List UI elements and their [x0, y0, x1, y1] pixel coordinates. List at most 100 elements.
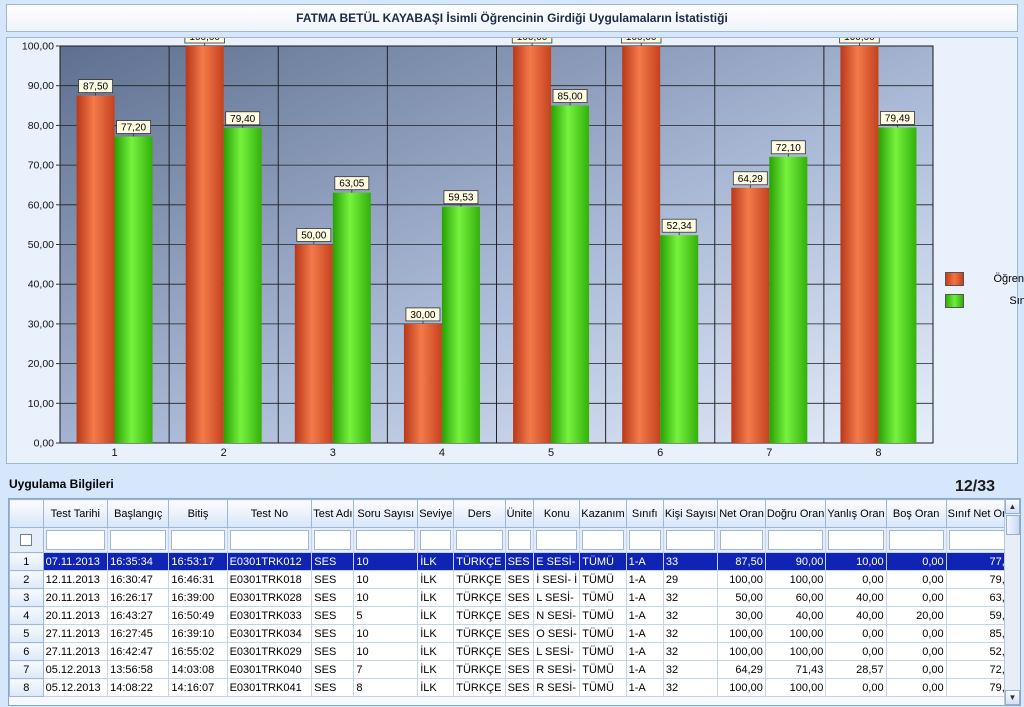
filter-cell[interactable]: [311, 527, 355, 553]
filter-cell[interactable]: [885, 527, 947, 553]
y-tick-label: 80,00: [28, 120, 54, 132]
column-header[interactable]: Bitiş: [168, 499, 228, 528]
filter-input[interactable]: [767, 530, 824, 550]
table-cell: İLK: [417, 678, 455, 697]
data-label: 85,00: [558, 92, 583, 103]
column-header[interactable]: Seviye: [417, 499, 455, 528]
filter-input[interactable]: [229, 530, 310, 550]
filter-cell[interactable]: [504, 527, 535, 553]
table-cell: 20.11.2013: [42, 606, 109, 625]
filter-cell[interactable]: [825, 527, 887, 553]
data-label-box: [78, 79, 113, 94]
filter-cell[interactable]: [533, 527, 581, 553]
filter-cell[interactable]: [579, 527, 627, 553]
column-header[interactable]: Yanlış Oran: [825, 499, 887, 528]
table-cell: 05.12.2013: [42, 678, 109, 697]
arrow-up-icon[interactable]: ▲: [1005, 499, 1020, 514]
select-all-checkbox[interactable]: [20, 534, 33, 546]
row-number[interactable]: 1: [9, 552, 44, 571]
row-number[interactable]: 5: [9, 624, 44, 643]
filter-input[interactable]: [536, 530, 578, 550]
filter-cell[interactable]: [453, 527, 506, 553]
filter-input[interactable]: [665, 530, 716, 550]
column-header[interactable]: Sınıfı: [625, 499, 664, 528]
column-header[interactable]: Kazanım: [579, 499, 627, 528]
filter-input[interactable]: [888, 530, 944, 550]
filter-input[interactable]: [45, 530, 106, 550]
filter-cell[interactable]: [42, 527, 109, 553]
table-row[interactable]: 3 20.11.2013 16:26:17 16:39:00 E0301TRK028 SE…: [9, 588, 1020, 607]
filter-checkbox-cell[interactable]: [9, 527, 44, 553]
row-number[interactable]: 8: [9, 678, 44, 697]
column-header[interactable]: Kişi Sayısı: [662, 499, 719, 528]
filter-input[interactable]: [507, 530, 532, 550]
table-row[interactable]: 2 12.11.2013 16:30:47 16:46:31 E0301TRK018 SE…: [9, 570, 1020, 589]
data-label-box: [116, 120, 151, 134]
x-tick-label: 6: [657, 447, 663, 459]
row-number[interactable]: 2: [9, 570, 44, 589]
filter-input[interactable]: [720, 530, 763, 550]
column-header[interactable]: Doğru Oran: [764, 499, 827, 528]
arrow-down-icon[interactable]: ▼: [1005, 690, 1020, 705]
filter-input[interactable]: [420, 530, 452, 550]
column-header[interactable]: Konu: [533, 499, 581, 528]
filter-input[interactable]: [828, 530, 884, 550]
filter-cell[interactable]: [353, 527, 419, 553]
filter-cell[interactable]: [625, 527, 664, 553]
column-header[interactable]: Ders: [453, 499, 506, 528]
table-cell: 14:03:08: [168, 660, 228, 679]
filter-input[interactable]: [356, 530, 416, 550]
data-grid[interactable]: Test Tarihi Başlangıç Bitiş Test No Test Adı…: [8, 498, 1021, 706]
table-row[interactable]: 8 05.12.2013 14:08:22 14:16:07 E0301TRK041 SE…: [9, 678, 1020, 697]
table-cell: 40,00: [764, 606, 827, 625]
scroll-thumb[interactable]: [1006, 515, 1020, 535]
row-number[interactable]: 7: [9, 660, 44, 679]
column-header[interactable]: Ünite: [504, 499, 535, 528]
filter-cell[interactable]: [417, 527, 455, 553]
table-cell: N SESİ-: [533, 606, 581, 625]
table-row[interactable]: 6 27.11.2013 16:42:47 16:55:02 E0301TRK029 SE…: [9, 642, 1020, 661]
column-header[interactable]: Test Tarihi: [42, 499, 109, 528]
filter-input[interactable]: [582, 530, 624, 550]
filter-input[interactable]: [110, 530, 167, 550]
x-tick-label: 2: [221, 447, 227, 459]
filter-input[interactable]: [171, 530, 225, 550]
row-number[interactable]: 6: [9, 642, 44, 661]
row-number[interactable]: 3: [9, 588, 44, 607]
filter-cell[interactable]: [107, 527, 170, 553]
table-cell: SES: [311, 642, 355, 661]
bar-class: [551, 105, 590, 444]
table-cell: E SESİ-: [533, 552, 581, 571]
filter-cell[interactable]: [226, 527, 313, 553]
column-header[interactable]: Boş Oran: [885, 499, 947, 528]
table-row[interactable]: 5 27.11.2013 16:27:45 16:39:10 E0301TRK034 SE…: [9, 624, 1020, 643]
filter-input[interactable]: [314, 530, 352, 550]
column-header[interactable]: Net Oran: [717, 499, 766, 528]
table-cell: 0,00: [825, 678, 887, 697]
table-cell: 27.11.2013: [42, 642, 109, 661]
y-tick-label: 100,00: [22, 41, 54, 53]
filter-cell[interactable]: [662, 527, 719, 553]
table-cell: O SESİ-: [533, 624, 581, 643]
table-row[interactable]: 4 20.11.2013 16:43:27 16:50:49 E0301TRK033 SE…: [9, 606, 1020, 625]
table-row[interactable]: 1 07.11.2013 16:35:34 16:53:17 E0301TRK012 SE…: [9, 552, 1020, 571]
table-cell: İLK: [417, 624, 455, 643]
table-cell: 71,43: [764, 660, 827, 679]
row-number[interactable]: 4: [9, 606, 44, 625]
column-header[interactable]: Test Adı: [311, 499, 355, 528]
column-header[interactable]: Soru Sayısı: [353, 499, 419, 528]
table-cell: 20.11.2013: [42, 588, 109, 607]
vertical-scrollbar[interactable]: ▲ ▼: [1004, 499, 1020, 705]
legend-label-student: Öğrenci: [993, 273, 1024, 285]
filter-cell[interactable]: [717, 527, 766, 553]
filter-input[interactable]: [628, 530, 661, 550]
table-row[interactable]: 7 05.12.2013 13:56:58 14:03:08 E0301TRK040 SE…: [9, 660, 1020, 679]
bar-student: [76, 95, 115, 443]
filter-cell[interactable]: [764, 527, 827, 553]
column-header[interactable]: Başlangıç: [107, 499, 170, 528]
filter-cell[interactable]: [168, 527, 228, 553]
table-cell: 16:53:17: [168, 552, 228, 571]
column-header[interactable]: Test No: [226, 499, 313, 528]
data-label-box: [334, 176, 370, 191]
filter-input[interactable]: [456, 530, 503, 550]
